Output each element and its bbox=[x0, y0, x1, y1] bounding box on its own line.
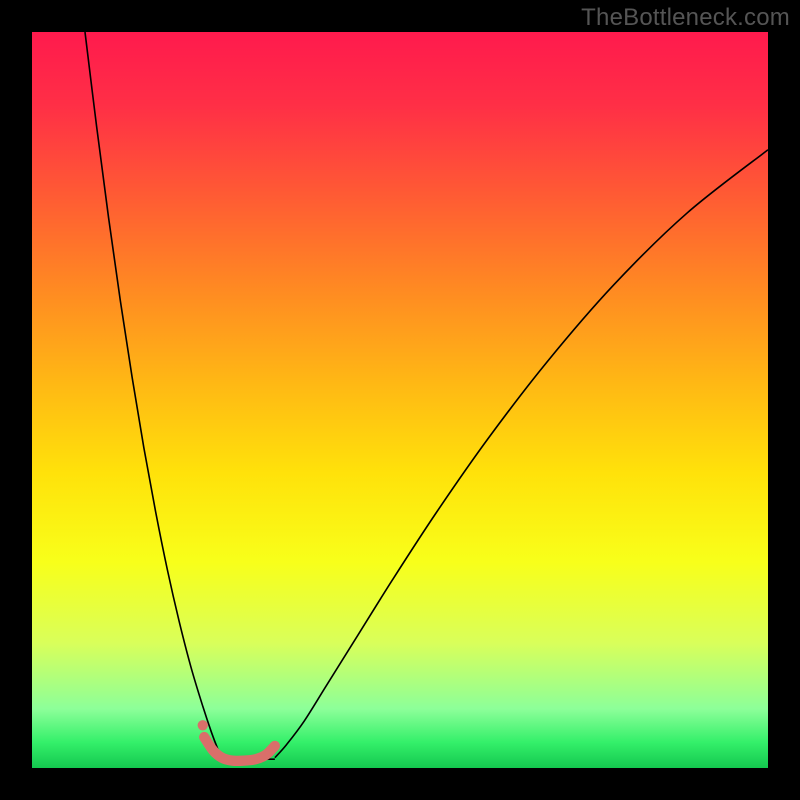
curve-layer bbox=[32, 32, 768, 768]
curve-right bbox=[275, 150, 768, 758]
highlight-lead-dot bbox=[198, 720, 208, 730]
chart-stage: TheBottleneck.com bbox=[0, 0, 800, 800]
plot-area bbox=[32, 32, 768, 768]
watermark-text: TheBottleneck.com bbox=[581, 4, 790, 32]
curve-left bbox=[85, 32, 222, 758]
